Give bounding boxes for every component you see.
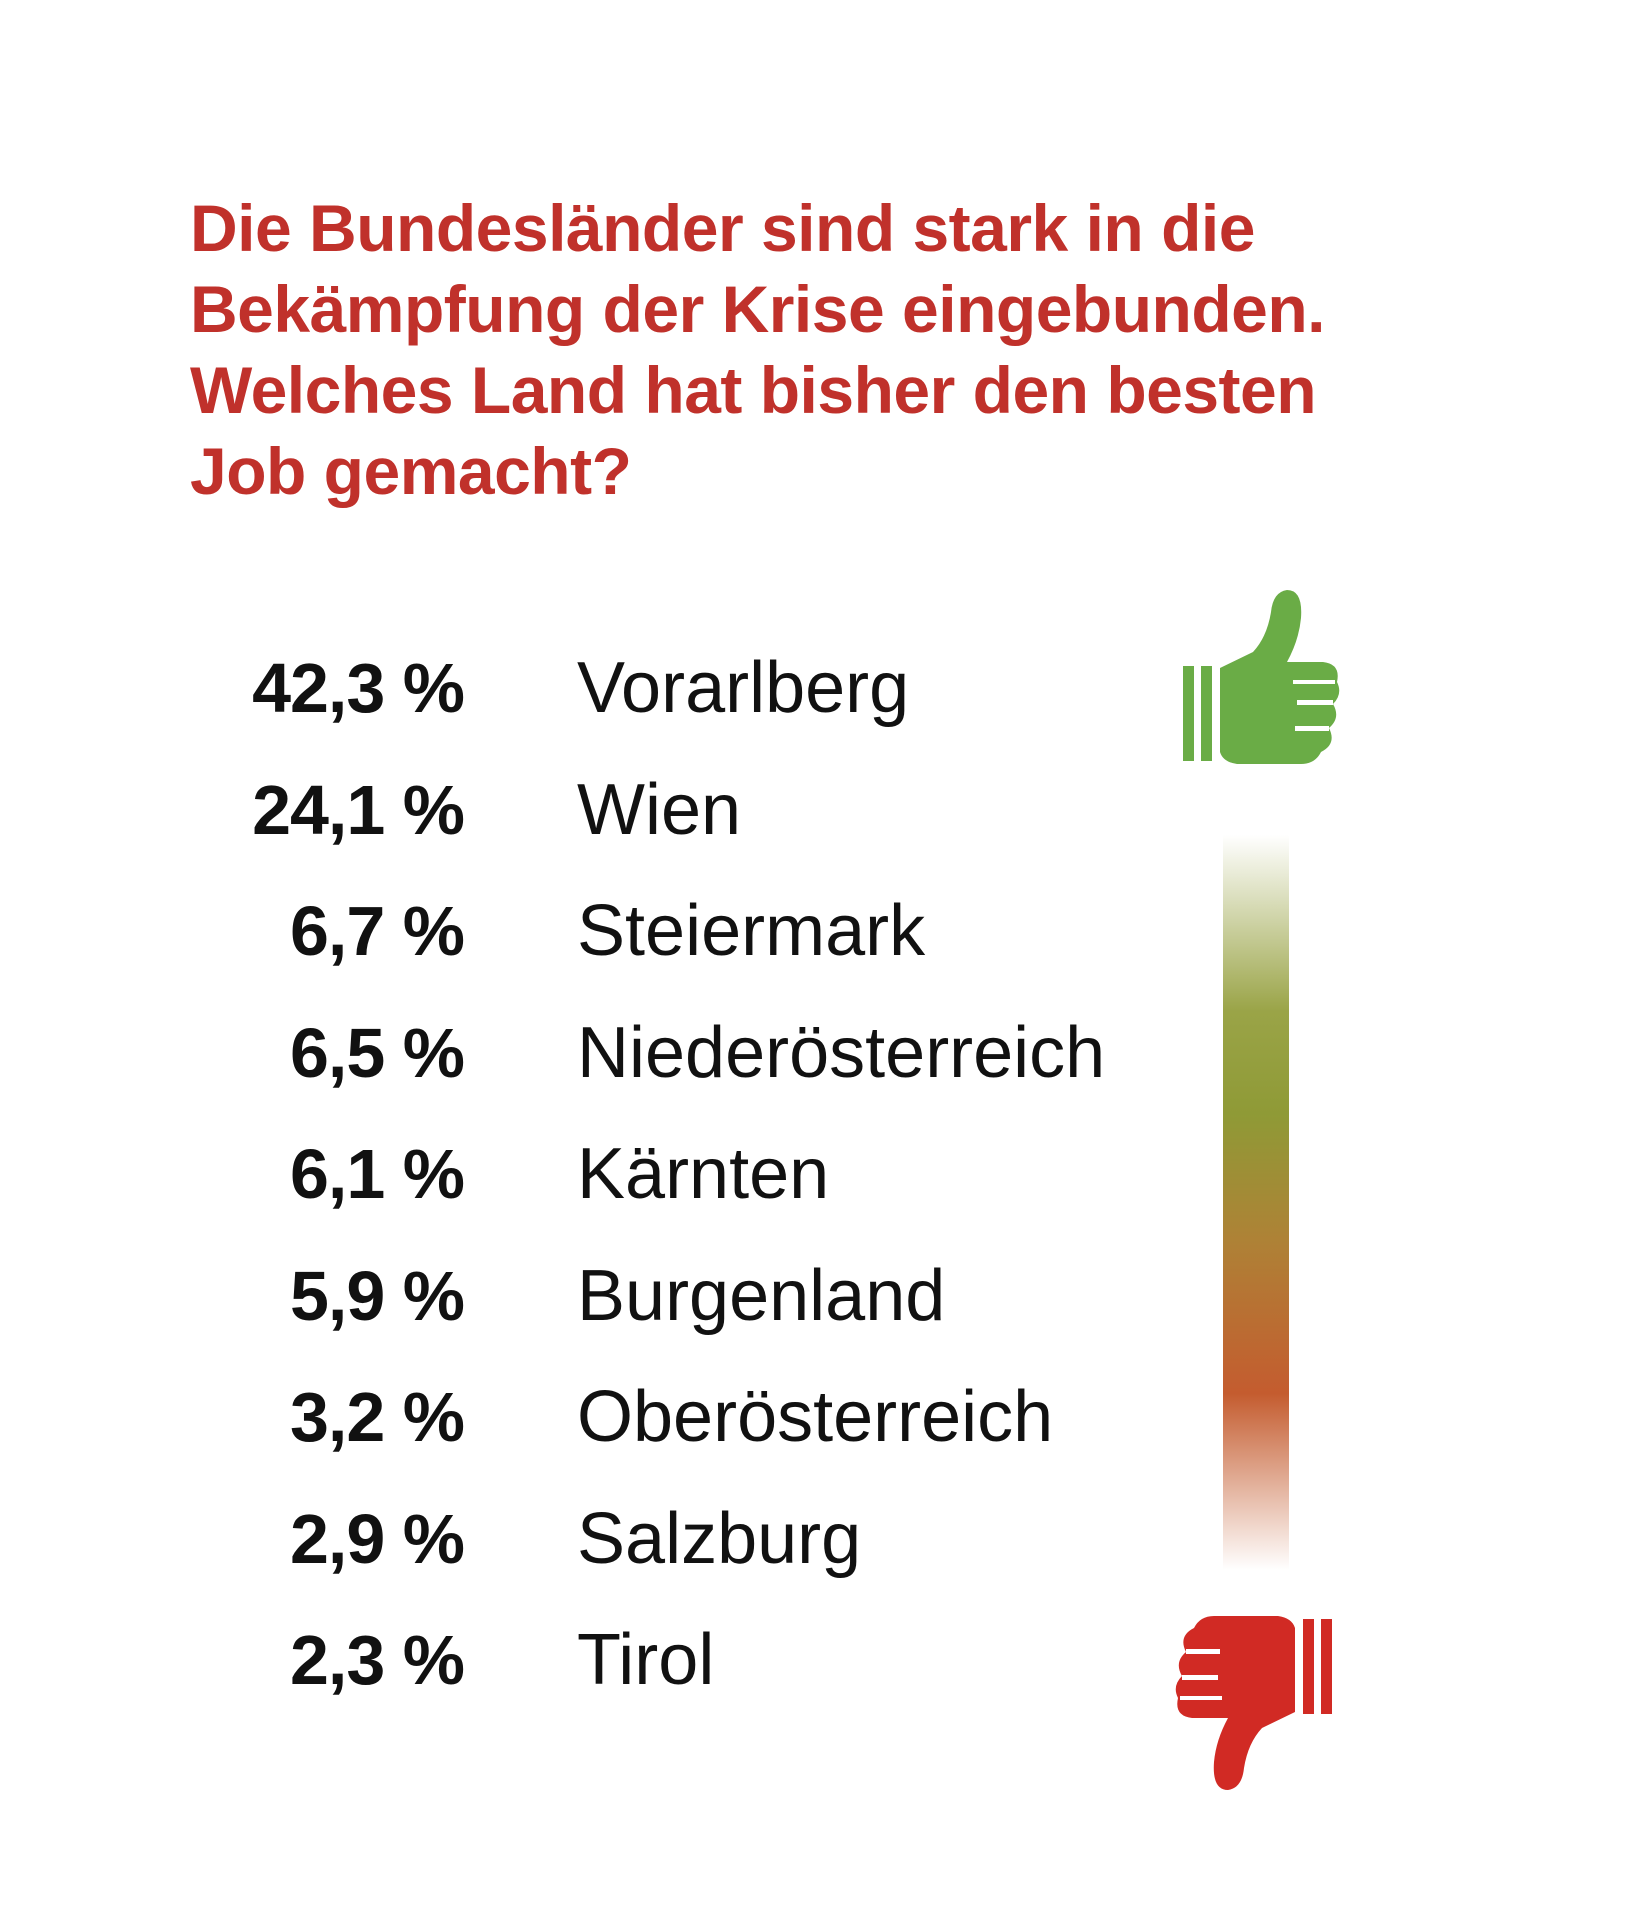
state-name: Wien bbox=[577, 769, 742, 850]
rating-gradient-bar bbox=[1223, 835, 1289, 1570]
percentage-label: 24,1 % bbox=[252, 770, 465, 849]
state-name: Tirol bbox=[577, 1620, 715, 1700]
percentage-label: 6,5 % bbox=[290, 1013, 465, 1092]
state-name: Kärnten bbox=[577, 1134, 830, 1214]
percentage-label: 42,3 % bbox=[252, 649, 465, 727]
result-row: 6,5 % Niederösterreich bbox=[0, 993, 1200, 1113]
question-line: Welches Land hat bisher den besten bbox=[190, 353, 1317, 427]
result-row: 6,1 % Kärnten bbox=[0, 1114, 1200, 1234]
question-line: Die Bundesländer sind stark in die bbox=[190, 191, 1255, 265]
percentage-label: 6,7 % bbox=[290, 892, 465, 970]
percentage-label: 3,2 % bbox=[290, 1378, 465, 1456]
result-row: 3,2 % Oberösterreich bbox=[0, 1357, 1200, 1477]
result-row: 5,9 % Burgenland bbox=[0, 1236, 1200, 1356]
result-row: 2,9 % Salzburg bbox=[0, 1479, 1200, 1599]
result-row: 2,3 % Tirol bbox=[0, 1600, 1200, 1720]
state-name: Oberösterreich bbox=[577, 1377, 1054, 1457]
question-title: Die Bundesländer sind stark in die Bekäm… bbox=[190, 188, 1490, 512]
result-row: 6,7 % Steiermark bbox=[0, 871, 1200, 991]
question-line: Bekämpfung der Krise eingebunden. bbox=[190, 272, 1326, 346]
state-name: Burgenland bbox=[577, 1255, 946, 1336]
thumbs-down-icon bbox=[1175, 1616, 1332, 1790]
state-name: Steiermark bbox=[577, 891, 926, 971]
percentage-label: 2,9 % bbox=[290, 1499, 465, 1578]
result-row: 42,3 % Vorarlberg bbox=[0, 628, 1200, 748]
thumbs-up-icon bbox=[1183, 590, 1340, 764]
state-name: Niederösterreich bbox=[577, 1012, 1106, 1093]
percentage-label: 6,1 % bbox=[290, 1135, 465, 1213]
result-row: 24,1 % Wien bbox=[0, 750, 1200, 870]
percentage-label: 5,9 % bbox=[290, 1256, 465, 1335]
state-name: Vorarlberg bbox=[577, 648, 910, 728]
question-line: Job gemacht? bbox=[190, 434, 632, 508]
state-name: Salzburg bbox=[577, 1498, 862, 1579]
percentage-label: 2,3 % bbox=[290, 1621, 465, 1699]
